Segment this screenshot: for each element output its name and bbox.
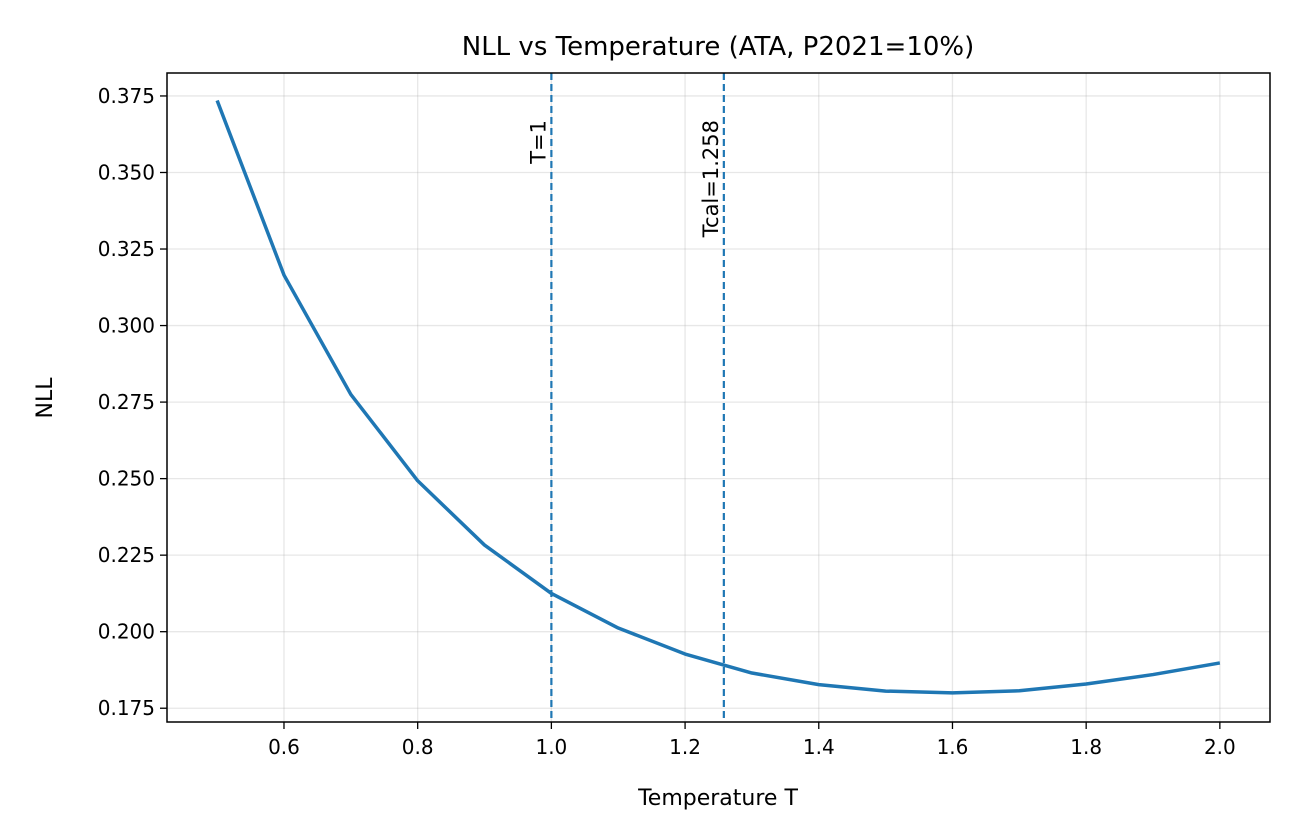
reference-line-label: T=1	[526, 120, 550, 165]
x-tick-label: 1.2	[669, 735, 701, 759]
y-tick-label: 0.325	[98, 237, 155, 261]
x-axis-label: Temperature T	[637, 786, 798, 811]
x-tick-label: 0.8	[402, 735, 434, 759]
x-tick-label: 1.8	[1070, 735, 1102, 759]
y-tick-label: 0.175	[98, 696, 155, 720]
y-tick-label: 0.275	[98, 390, 155, 414]
nll-series-line	[215, 99, 1221, 695]
x-tick-label: 2.0	[1204, 735, 1236, 759]
y-tick-label: 0.350	[98, 160, 155, 184]
x-tick-label: 1.0	[535, 735, 567, 759]
y-tick-label: 0.250	[98, 467, 155, 491]
grid-lines	[167, 73, 1270, 722]
series-group	[215, 99, 1221, 695]
x-axis-ticks: 0.6 0.8 1.0 1.2 1.4 1.6 1.8 2.0	[268, 722, 1236, 759]
reference-line-label: Tcal=1.258	[699, 120, 723, 238]
x-tick-label: 0.6	[268, 735, 300, 759]
x-tick-label: 1.6	[937, 735, 969, 759]
y-axis-label: NLL	[33, 377, 58, 419]
y-tick-label: 0.300	[98, 314, 155, 338]
y-tick-label: 0.225	[98, 543, 155, 567]
y-axis-ticks: 0.175 0.200 0.225 0.250 0.275 0.300 0.325 0.350…	[98, 84, 167, 720]
x-tick-label: 1.4	[803, 735, 835, 759]
y-tick-label: 0.375	[98, 84, 155, 108]
plot-frame	[166, 72, 1271, 723]
chart-title: NLL vs Temperature (ATA, P2021=10%)	[462, 32, 975, 62]
reference-lines: T=1 Tcal=1.258	[526, 73, 725, 722]
y-tick-label: 0.200	[98, 620, 155, 644]
